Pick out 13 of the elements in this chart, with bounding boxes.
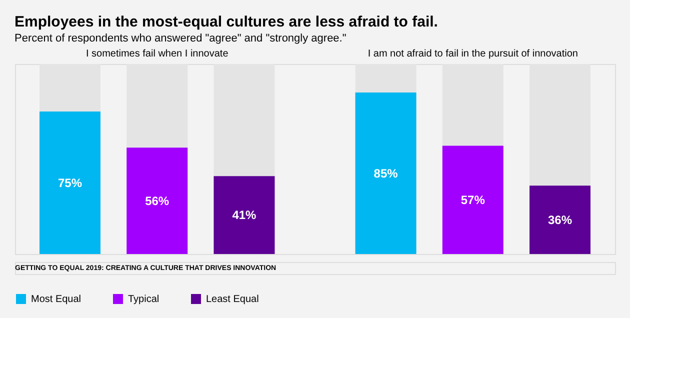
legend-label: Typical — [128, 294, 160, 305]
chart-title: Employees in the most-equal cultures are less afraid to fail. — [14, 14, 438, 30]
data-label: 56% — [145, 194, 170, 208]
data-label: 85% — [374, 166, 398, 180]
x-tick-label: I sometimes fail when I innovate — [86, 48, 229, 60]
legend-label: Most Equal — [31, 294, 82, 305]
data-label: 75% — [58, 176, 82, 190]
x-tick-label: I am not afraid to fail in the pursuit of innovation — [368, 48, 578, 60]
data-label: 41% — [232, 208, 257, 222]
data-label: 57% — [460, 192, 486, 207]
legend-label: Least Equal — [206, 294, 259, 305]
chart-subtitle: Percent of respondents who answered "agree" and "strongly agree." — [14, 32, 346, 44]
data-label: 36% — [548, 212, 572, 227]
